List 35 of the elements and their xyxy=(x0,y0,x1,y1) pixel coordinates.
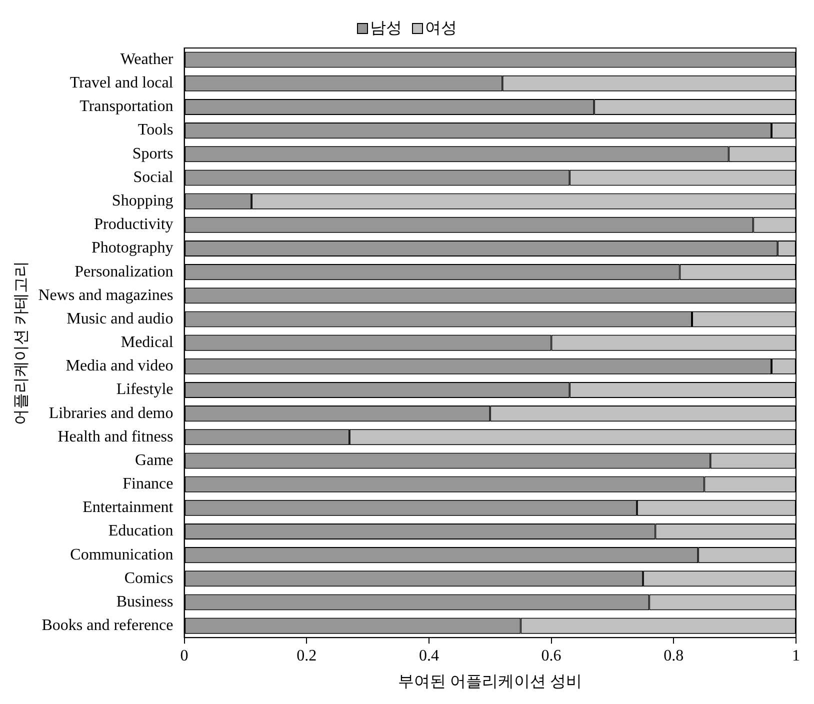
y-tick-label: Social xyxy=(133,168,174,186)
x-tick-label: 0.8 xyxy=(664,647,684,664)
y-tick-label: Medical xyxy=(120,334,174,352)
x-tick-label: 0.2 xyxy=(296,647,317,664)
y-tick-label: Lifestyle xyxy=(116,381,174,398)
y-tick-label: Business xyxy=(116,593,174,610)
x-tick-label: 0.6 xyxy=(541,647,562,664)
y-tick-label: News and magazines xyxy=(38,286,174,304)
y-tick-label: Game xyxy=(135,452,174,469)
y-tick-label: Sports xyxy=(132,145,174,162)
y-tick-label: Comics xyxy=(124,570,174,587)
y-tick-label: Books and reference xyxy=(42,617,174,634)
y-tick-label: Entertainment xyxy=(82,499,174,516)
y-tick-label: Productivity xyxy=(94,216,174,234)
y-tick-label: Tools xyxy=(138,122,174,139)
y-tick-label: Education xyxy=(108,522,174,540)
y-tick-label: Finance xyxy=(122,476,174,493)
x-tick-label: 1 xyxy=(792,647,800,664)
series-label: 남성 xyxy=(370,19,402,39)
y-tick-label: Personalization xyxy=(74,263,174,280)
y-tick-label: Libraries and demo xyxy=(48,404,174,422)
x-tick-label: 0 xyxy=(180,647,188,664)
y-tick-label: Health and fitness xyxy=(58,428,174,446)
y-tick-label: Photography xyxy=(91,240,174,257)
y-tick-label: Music and audio xyxy=(66,310,174,328)
y-tick-label: Media and video xyxy=(66,358,174,375)
y-axis-title: 어플리케이션 카테고리 xyxy=(12,260,30,425)
y-tick-label: Travel and local xyxy=(70,74,174,92)
x-axis-title: 부여된 어플리케이션 성비 xyxy=(398,674,582,691)
y-tick-label: Shopping xyxy=(112,192,174,210)
legend-label: 여성 xyxy=(425,19,457,39)
y-tick-label: Weather xyxy=(120,50,174,68)
x-tick-label: 0.4 xyxy=(418,647,439,664)
y-tick-label: Communication xyxy=(70,546,174,564)
y-tick-label: Transportation xyxy=(80,98,174,116)
